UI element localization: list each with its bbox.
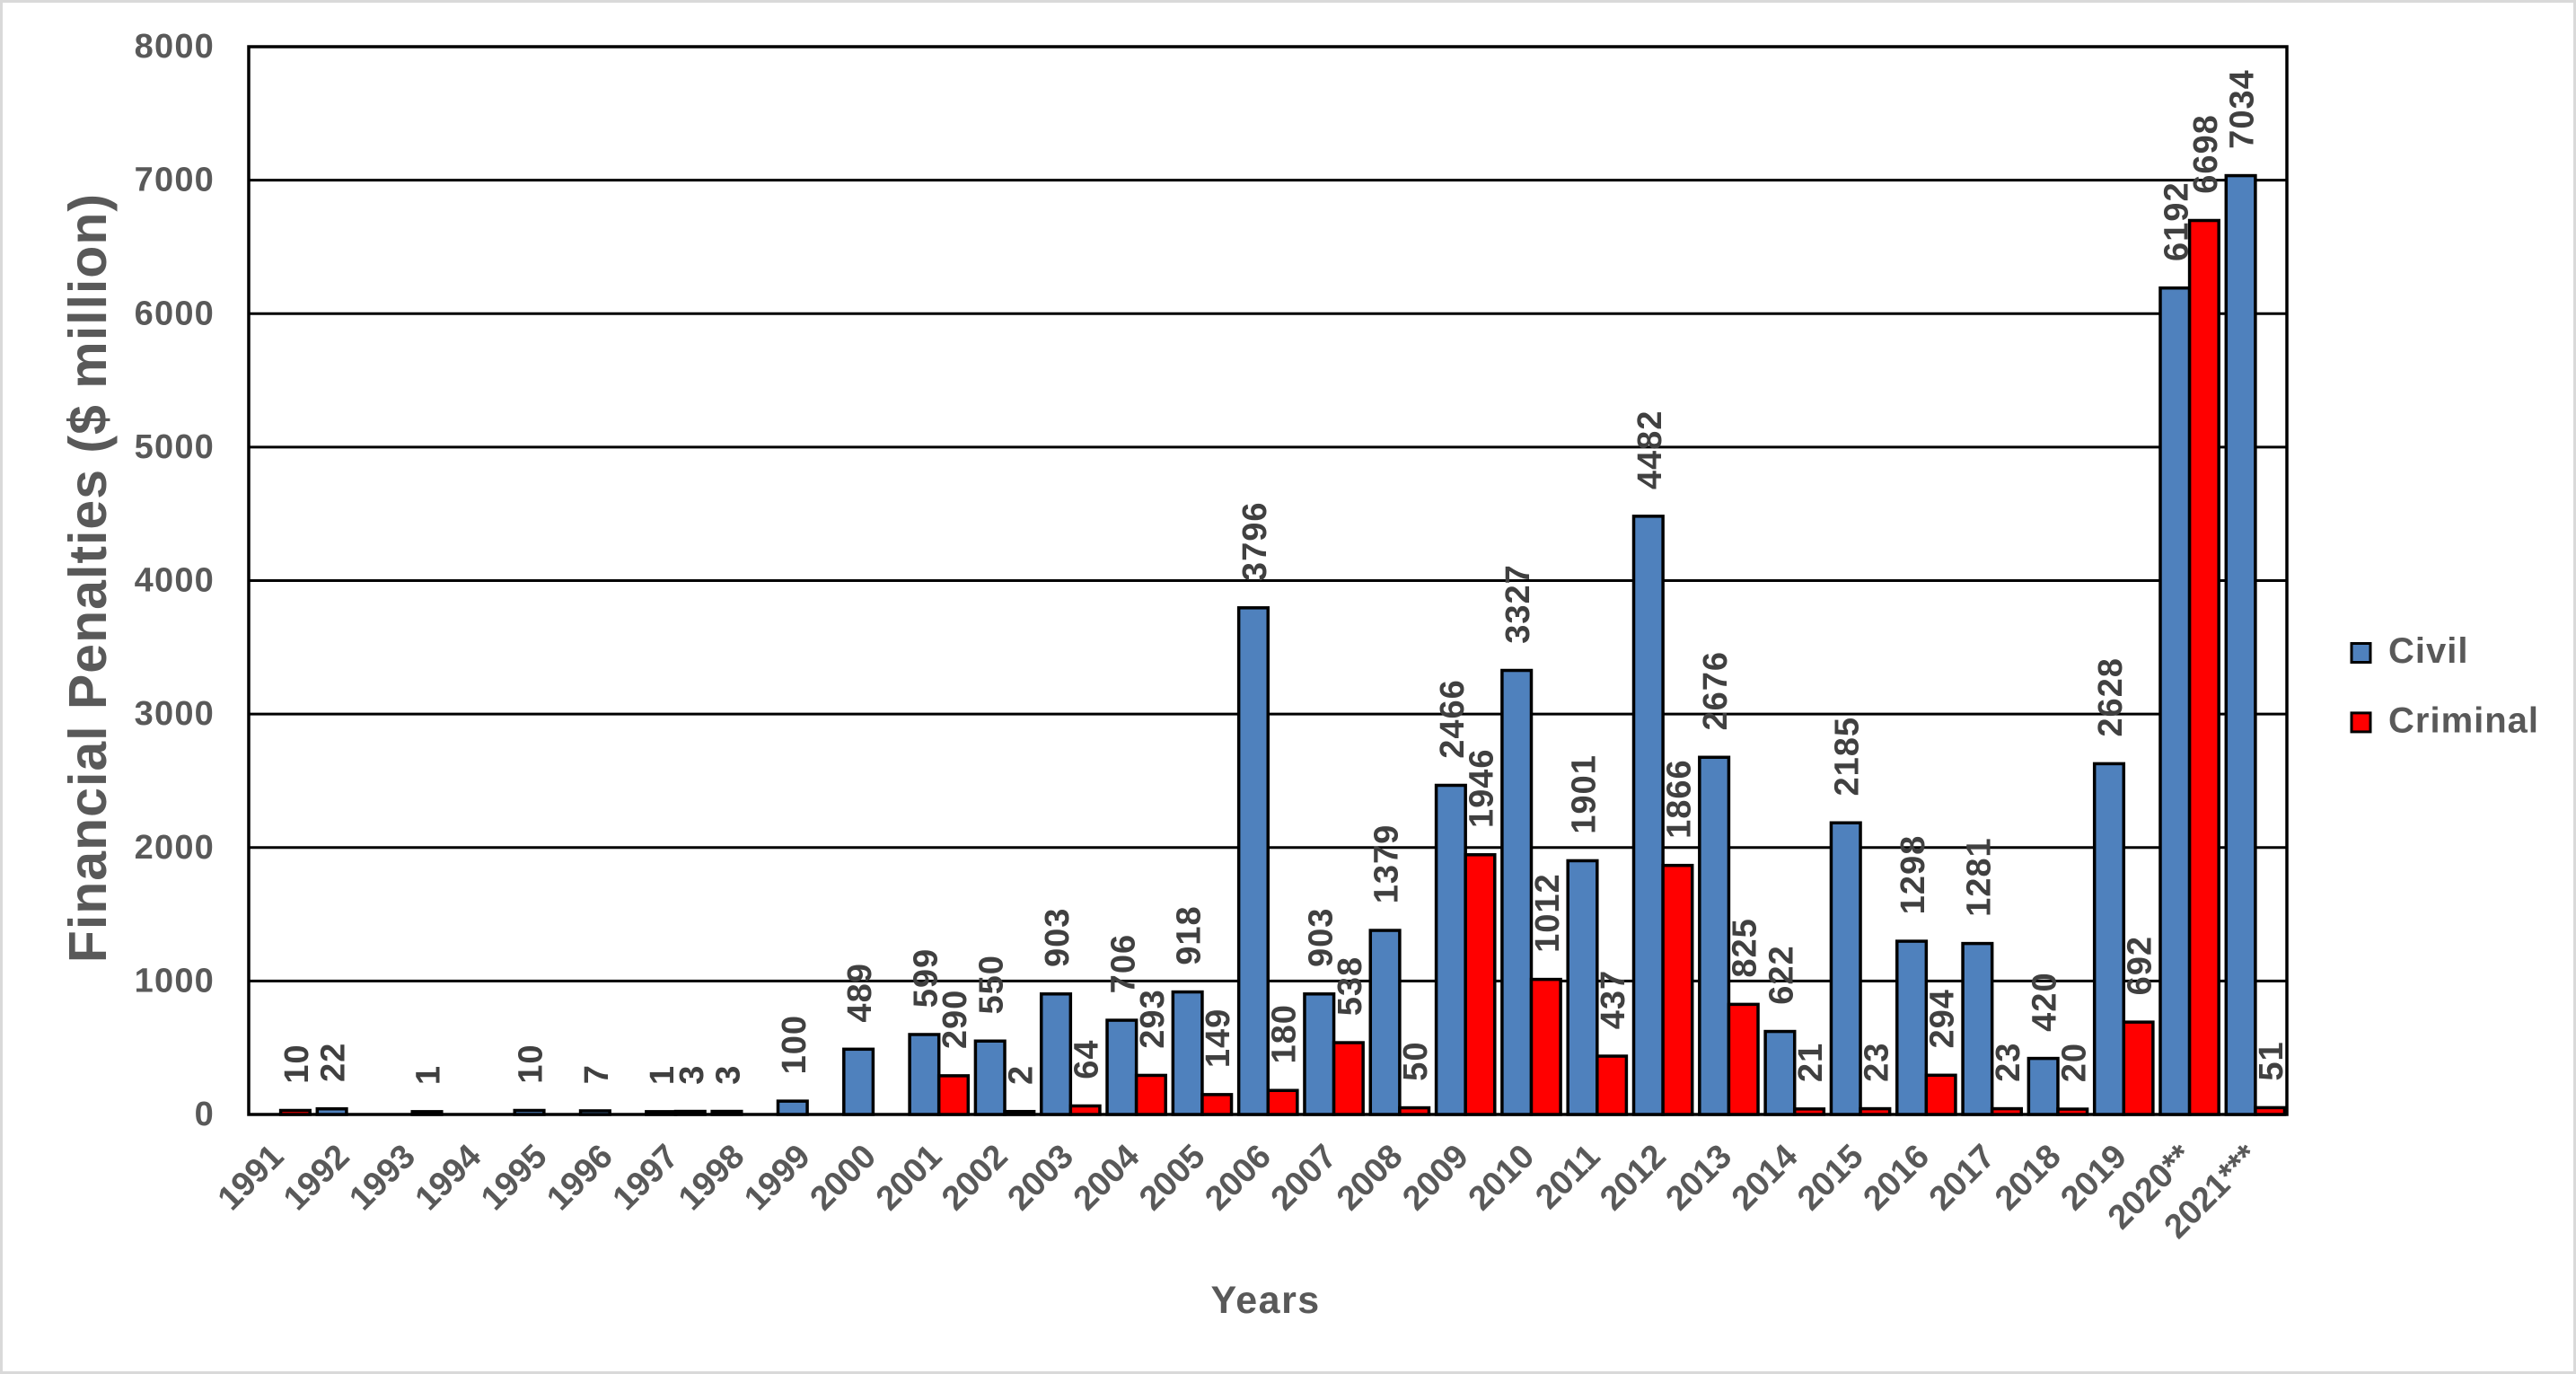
svg-text:293: 293 [1134,989,1172,1048]
svg-text:918: 918 [1171,905,1209,964]
svg-text:10: 10 [513,1044,550,1083]
svg-text:0: 0 [195,1096,215,1133]
svg-text:1379: 1379 [1368,824,1406,904]
svg-text:1298: 1298 [1895,835,1932,915]
svg-text:2000: 2000 [135,829,215,867]
svg-text:550: 550 [973,955,1011,1014]
svg-text:4000: 4000 [135,562,215,600]
svg-text:2: 2 [1002,1065,1040,1085]
svg-text:23: 23 [1990,1043,2027,1082]
svg-text:599: 599 [907,948,945,1008]
svg-text:1000: 1000 [135,962,215,1000]
svg-text:149: 149 [1200,1008,1237,1068]
svg-text:Civil: Civil [2388,631,2468,671]
svg-text:6000: 6000 [135,295,215,332]
svg-text:294: 294 [1924,989,1962,1048]
svg-text:489: 489 [841,963,879,1022]
svg-text:1: 1 [410,1065,448,1085]
svg-text:21: 21 [1792,1043,1830,1082]
svg-text:Years: Years [1210,1279,1320,1322]
svg-text:1: 1 [644,1065,681,1085]
svg-text:20: 20 [2055,1043,2093,1082]
svg-text:6192: 6192 [2158,181,2195,261]
svg-text:50: 50 [1397,1042,1435,1081]
svg-text:7000: 7000 [135,162,215,199]
svg-text:180: 180 [1266,1004,1304,1063]
svg-text:51: 51 [2253,1041,2290,1080]
svg-text:1901: 1901 [1566,754,1604,834]
svg-text:3796: 3796 [1236,502,1274,582]
svg-text:825: 825 [1727,918,1764,977]
svg-text:Criminal: Criminal [2388,700,2539,740]
svg-text:2628: 2628 [2092,657,2130,737]
svg-text:7: 7 [578,1064,616,1084]
svg-text:2676: 2676 [1697,651,1735,731]
svg-text:290: 290 [936,990,974,1049]
svg-text:3327: 3327 [1499,564,1537,644]
svg-text:23: 23 [1858,1043,1895,1082]
svg-text:10: 10 [278,1044,316,1083]
svg-text:903: 903 [1302,908,1340,967]
svg-text:622: 622 [1763,945,1800,1004]
svg-text:1012: 1012 [1529,873,1567,953]
svg-text:7034: 7034 [2224,69,2262,149]
svg-text:2185: 2185 [1829,717,1867,797]
svg-text:3000: 3000 [135,695,215,733]
svg-text:3: 3 [709,1065,747,1085]
svg-text:22: 22 [315,1043,353,1082]
svg-text:1946: 1946 [1463,748,1500,828]
svg-text:1281: 1281 [1960,837,1998,917]
svg-text:1866: 1866 [1660,759,1698,839]
svg-text:2466: 2466 [1434,679,1472,759]
svg-text:4482: 4482 [1631,410,1669,490]
svg-text:538: 538 [1332,956,1369,1016]
svg-text:437: 437 [1595,970,1632,1029]
svg-text:692: 692 [2122,936,2159,995]
svg-text:8000: 8000 [135,28,215,66]
svg-text:5000: 5000 [135,428,215,466]
svg-text:3: 3 [673,1065,711,1085]
svg-text:903: 903 [1039,908,1077,967]
svg-text:6698: 6698 [2187,114,2225,194]
svg-text:100: 100 [776,1015,813,1074]
svg-text:64: 64 [1068,1039,1106,1079]
svg-text:420: 420 [2027,972,2064,1031]
svg-text:Financial Penalties ($ million: Financial Penalties ($ million) [58,193,118,963]
svg-text:706: 706 [1104,934,1142,993]
